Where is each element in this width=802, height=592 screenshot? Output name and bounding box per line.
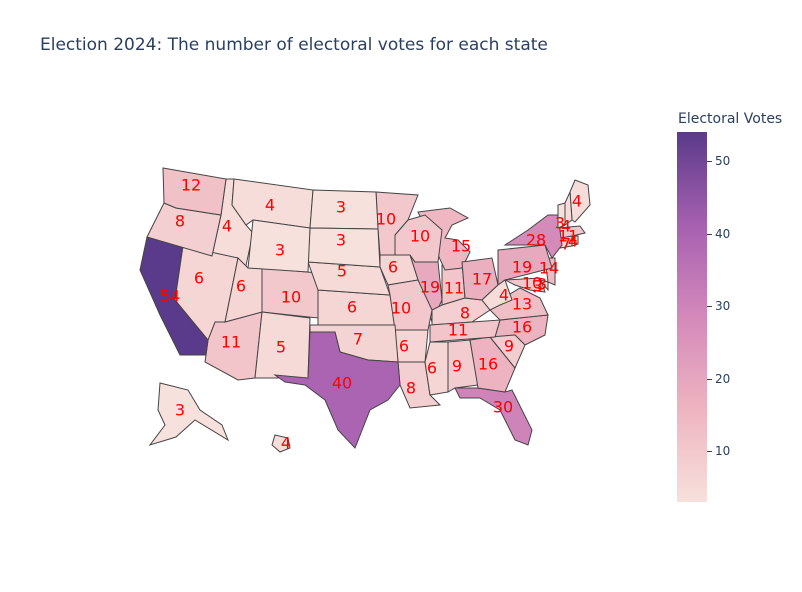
state-shape-hi[interactable]	[271, 434, 291, 453]
state-label-ok: 7	[353, 330, 363, 349]
state-label-ia: 6	[388, 258, 398, 277]
colorbar-tick-mark	[707, 233, 712, 235]
state-label-id: 4	[222, 217, 232, 236]
state-label-mo: 10	[391, 299, 411, 318]
colorbar-tick-mark	[707, 378, 712, 380]
colorbar-gradient	[677, 132, 707, 502]
state-label-fl: 30	[493, 398, 513, 417]
state-shape-wy[interactable]	[247, 219, 311, 273]
state-shape-ut[interactable]	[224, 256, 263, 323]
colorbar-title: Electoral Votes	[678, 111, 783, 127]
state-label-tx: 40	[332, 374, 352, 393]
state-label-la: 8	[406, 379, 416, 398]
colorbar-tick-label: 20	[715, 371, 731, 386]
state-shape-md[interactable]	[503, 277, 546, 293]
state-shape-tx[interactable]	[273, 331, 401, 449]
state-label-ma: 11	[558, 227, 578, 246]
state-shape-vt[interactable]	[557, 202, 566, 229]
state-label-mt: 4	[265, 196, 275, 215]
state-shape-ms[interactable]	[424, 341, 449, 396]
state-label-nd: 3	[336, 198, 346, 217]
colorbar-tick-label: 50	[715, 154, 731, 169]
state-label-tn: 11	[448, 321, 468, 340]
state-label-ca: 54	[160, 287, 180, 306]
state-label-or: 8	[175, 212, 185, 231]
state-label-ky: 8	[460, 304, 470, 323]
colorbar-tick-mark	[707, 451, 712, 453]
state-shape-wa[interactable]	[162, 167, 227, 216]
state-label-il: 19	[420, 278, 440, 297]
state-label-me: 4	[572, 192, 582, 211]
state-shape-wi[interactable]	[394, 214, 443, 263]
state-label-az: 11	[221, 333, 241, 352]
state-label-wi: 10	[410, 227, 430, 246]
state-label-pa: 19	[512, 258, 532, 277]
state-label-ks: 6	[347, 298, 357, 317]
state-label-co: 10	[281, 288, 301, 307]
state-label-sc: 9	[504, 337, 514, 356]
state-label-nj: 14	[539, 259, 559, 278]
colorbar-tick-mark	[707, 306, 712, 308]
state-label-dc: 3	[533, 277, 543, 296]
state-label-nc: 16	[512, 318, 532, 337]
colorbar-tick-mark	[707, 161, 712, 163]
state-label-mn: 10	[376, 210, 396, 229]
state-label-va: 13	[512, 295, 532, 314]
colorbar-tick-label: 10	[715, 444, 731, 459]
state-label-ak: 3	[175, 401, 185, 420]
state-label-sd: 3	[336, 231, 346, 250]
state-label-al: 9	[452, 357, 462, 376]
state-label-ne: 5	[337, 262, 347, 281]
state-label-oh: 17	[472, 270, 492, 289]
state-label-ut: 6	[236, 277, 246, 296]
state-label-wv: 4	[499, 286, 509, 305]
state-label-ny: 28	[526, 231, 546, 250]
state-shape-wv[interactable]	[481, 279, 513, 311]
chart-title: Election 2024: The number of electoral v…	[40, 35, 548, 55]
state-label-de: 3	[537, 275, 547, 294]
state-label-nm: 5	[276, 338, 286, 357]
state-label-ct: 7	[561, 235, 571, 254]
states-layer	[139, 167, 591, 453]
state-label-ms: 6	[427, 359, 437, 378]
state-shape-pa[interactable]	[497, 244, 553, 286]
colorbar-tick-label: 30	[715, 299, 731, 314]
state-label-ri: 4	[568, 232, 578, 251]
colorbar-tick-label: 40	[715, 226, 731, 241]
state-label-hi: 4	[281, 434, 291, 453]
state-label-vt: 3	[555, 214, 565, 233]
state-shape-ak[interactable]	[148, 382, 230, 446]
state-label-ar: 6	[399, 337, 409, 356]
state-shape-sc[interactable]	[489, 334, 526, 369]
state-label-nh: 4	[561, 217, 571, 236]
state-shape-tn[interactable]	[429, 319, 501, 343]
state-label-nv: 6	[194, 269, 204, 288]
state-label-wa: 12	[181, 176, 201, 195]
state-shape-ri[interactable]	[571, 235, 579, 247]
state-label-wy: 3	[275, 241, 285, 260]
state-label-in: 11	[444, 279, 464, 298]
state-label-mi: 15	[451, 237, 471, 256]
state-label-ga: 16	[478, 355, 498, 374]
state-label-md: 10	[522, 274, 542, 293]
